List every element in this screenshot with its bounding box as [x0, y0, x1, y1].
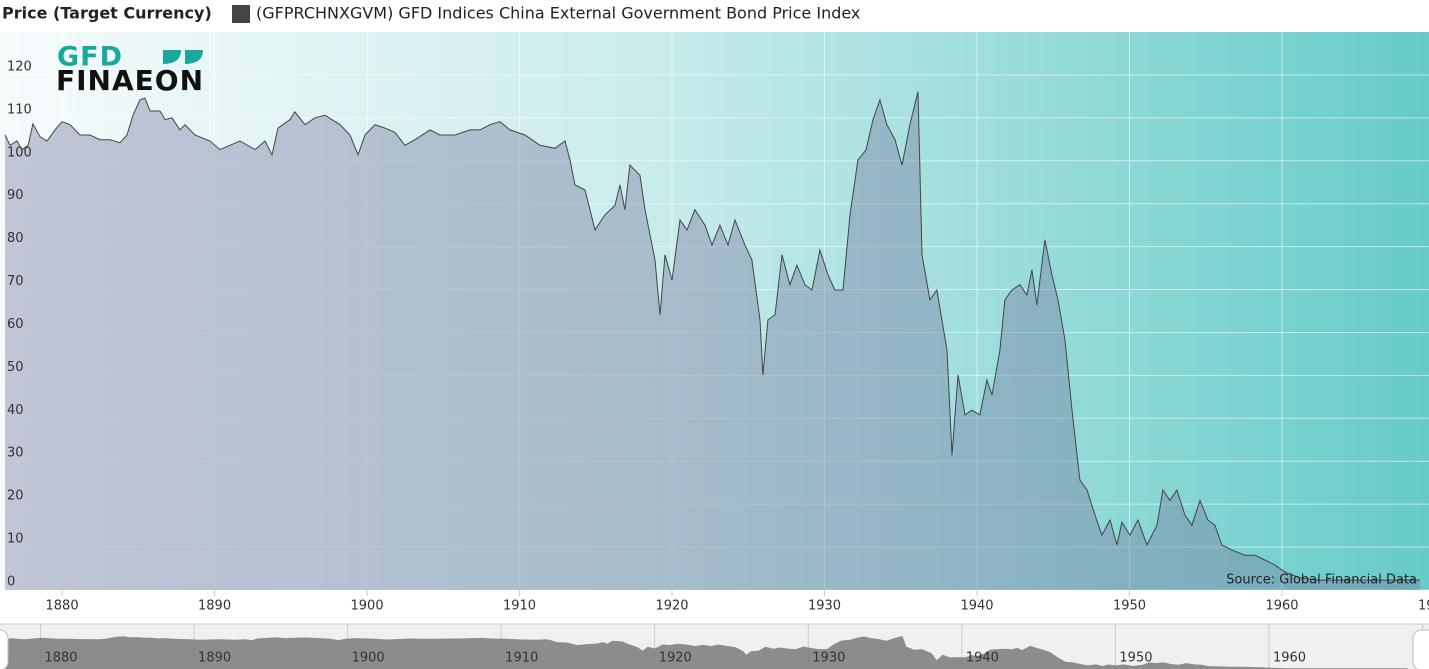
x-tick-label: 1890	[198, 599, 231, 614]
navigator-area	[0, 636, 1408, 669]
y-tick-label: 60	[7, 317, 24, 332]
navigator-tick-label: 1890	[198, 651, 231, 666]
plot-background	[0, 32, 1429, 590]
area-line	[4, 91, 1420, 581]
y-tick-label: 20	[7, 489, 24, 504]
x-tick-label: 1920	[655, 599, 688, 614]
y-tick-label: 90	[7, 188, 24, 203]
navigator-tick-label: 1900	[352, 651, 385, 666]
navigator-tick-label: 1910	[505, 651, 538, 666]
x-tick-label: 1880	[46, 599, 79, 614]
logo: GFD FINAEON	[56, 42, 204, 98]
navigator-tick-label: 1940	[966, 651, 999, 666]
logo-leaves	[163, 50, 203, 64]
navigator-tick-label: 1880	[44, 651, 77, 666]
legend-label[interactable]: (GFPRCHNXGVM) GFD Indices China External…	[256, 4, 860, 23]
area-fill	[5, 91, 1420, 590]
logo-bottom: FINAEON	[56, 64, 204, 97]
navigator-tick-label: 1960	[1273, 651, 1306, 666]
navigator-tick-label: 1930	[812, 651, 845, 666]
logo-top: GFD	[57, 42, 123, 73]
legend-swatch[interactable]	[232, 5, 250, 23]
y-tick-label: 0	[7, 575, 15, 590]
y-tick-label: 50	[7, 360, 24, 375]
x-tick-label: 1910	[503, 599, 536, 614]
y-tick-label: 80	[7, 231, 24, 246]
y-tick-label: 120	[7, 59, 32, 74]
x-tick-label: 1950	[1113, 599, 1146, 614]
y-tick-label: 30	[7, 446, 24, 461]
x-tick-label: 1930	[808, 599, 841, 614]
chart-title: Price (Target Currency)	[2, 4, 212, 23]
navigator-tick-label: 1950	[1119, 651, 1152, 666]
x-tick-label: 1970	[1418, 599, 1429, 614]
source-note: Source: Global Financial Data	[1226, 573, 1417, 588]
y-tick-label: 40	[7, 403, 24, 418]
navigator-tick-label: 1920	[659, 651, 692, 666]
y-tick-label: 100	[7, 145, 32, 160]
navigator-handle-right[interactable]	[1412, 629, 1429, 669]
navigator-handle-left[interactable]	[0, 629, 9, 669]
x-tick-label: 1900	[351, 599, 384, 614]
x-tick-label: 1940	[960, 599, 993, 614]
y-tick-label: 10	[7, 532, 24, 547]
y-tick-label: 110	[7, 102, 32, 117]
y-tick-label: 70	[7, 274, 24, 289]
x-tick-label: 1960	[1265, 599, 1298, 614]
